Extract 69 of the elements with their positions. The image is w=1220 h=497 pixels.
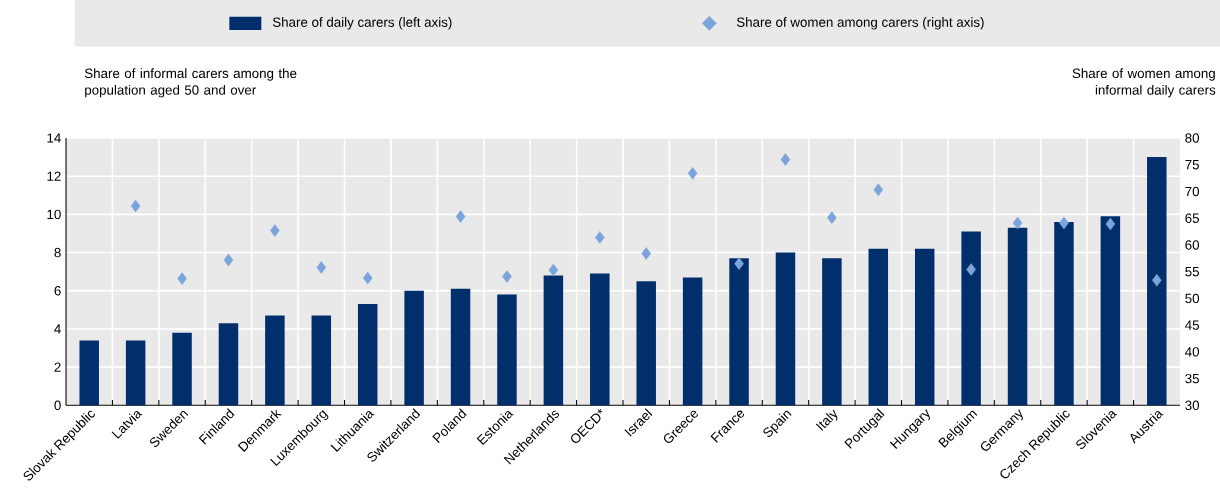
y2-tick-label: 35 xyxy=(1185,373,1199,384)
point xyxy=(687,166,698,180)
bar xyxy=(172,332,192,406)
bar xyxy=(914,248,935,406)
y-axis-title: Share of informal carers among the population aged 50 and over xyxy=(84,68,297,98)
bar xyxy=(636,281,656,406)
bar xyxy=(682,277,703,406)
point xyxy=(1059,216,1069,230)
y2-tick-label: 55 xyxy=(1185,266,1199,277)
y-tick-label: 0 xyxy=(54,400,61,410)
bar xyxy=(961,231,981,406)
bar xyxy=(775,252,796,406)
bar xyxy=(79,340,99,406)
bar xyxy=(868,248,889,406)
y2-tick-label: 50 xyxy=(1185,293,1200,303)
point xyxy=(362,271,373,285)
bar xyxy=(450,288,471,406)
bar xyxy=(1007,227,1028,406)
point xyxy=(595,231,605,244)
bar xyxy=(822,258,842,406)
point xyxy=(270,224,280,237)
y-tick-label: 4 xyxy=(54,324,61,334)
y-tick-label: 2 xyxy=(54,362,61,372)
bar xyxy=(125,340,146,406)
bar xyxy=(357,303,378,406)
point xyxy=(177,272,187,285)
bar xyxy=(1147,156,1167,406)
legend-label: Share of daily carers (left axis) xyxy=(272,16,452,30)
y-tick-label: 14 xyxy=(47,133,61,143)
y-tick-label: 8 xyxy=(54,247,61,258)
point xyxy=(734,257,744,270)
y2-tick-label: 70 xyxy=(1185,186,1200,197)
point xyxy=(548,263,559,277)
bar xyxy=(543,275,564,406)
y2-tick-label: 40 xyxy=(1185,346,1200,357)
point xyxy=(780,152,791,166)
point xyxy=(966,263,976,276)
y2-tick-label: 80 xyxy=(1185,133,1200,143)
x-tick-label: Italy xyxy=(815,409,838,431)
bar xyxy=(1054,221,1074,406)
y2-axis-title: Share of women among informal daily carers xyxy=(1072,68,1216,98)
bar xyxy=(404,290,424,406)
y2-tick-label: 60 xyxy=(1185,240,1200,250)
point xyxy=(502,270,512,283)
bar xyxy=(218,323,239,406)
point xyxy=(1012,216,1023,230)
point xyxy=(641,247,651,260)
y2-tick-label: 75 xyxy=(1185,159,1199,170)
point xyxy=(223,253,234,267)
point xyxy=(130,199,141,213)
y2-tick-label: 30 xyxy=(1185,400,1200,410)
point xyxy=(827,211,837,224)
point xyxy=(1105,217,1116,231)
point xyxy=(1152,273,1162,287)
y-tick-label: 6 xyxy=(54,285,61,296)
y2-tick-label: 65 xyxy=(1185,213,1199,223)
y2-tick-label: 45 xyxy=(1185,320,1199,330)
point xyxy=(455,210,466,223)
bar xyxy=(729,258,749,406)
bar xyxy=(311,315,332,406)
bar xyxy=(265,315,285,406)
point xyxy=(316,260,327,274)
legend-label: Share of women among carers (right axis) xyxy=(736,16,984,30)
bar xyxy=(1100,216,1121,406)
y-tick-label: 10 xyxy=(47,209,61,219)
point xyxy=(873,183,884,196)
bar xyxy=(497,294,517,406)
bar xyxy=(590,273,610,406)
y-tick-label: 12 xyxy=(47,171,61,181)
